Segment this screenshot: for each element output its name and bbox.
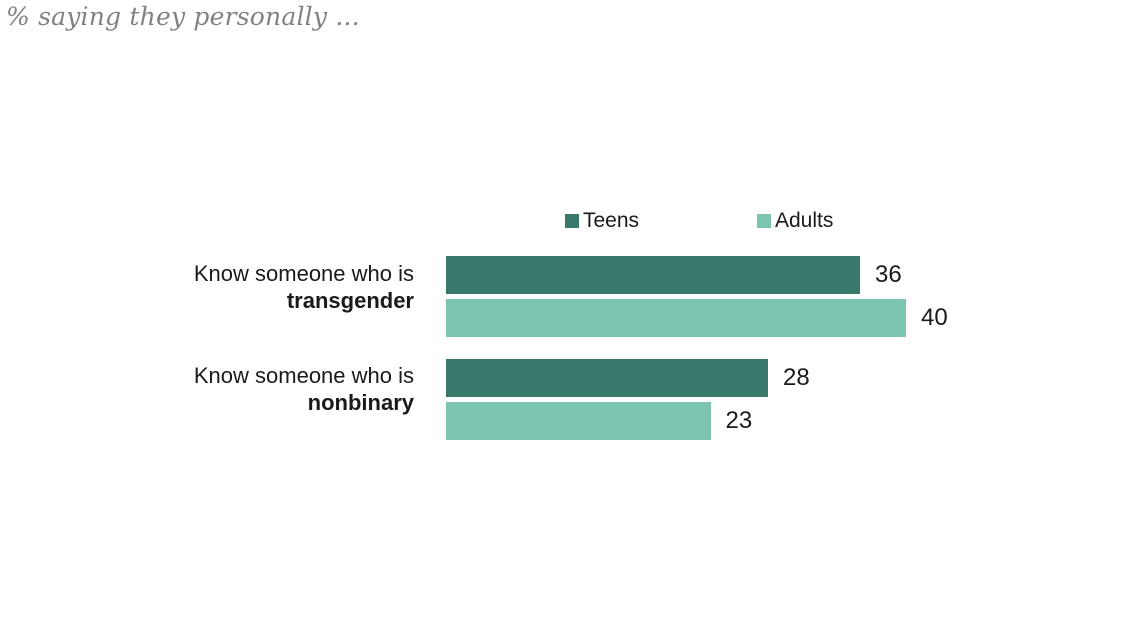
bar-teens-nonbinary bbox=[446, 359, 768, 397]
legend-swatch-teens-icon bbox=[565, 214, 579, 228]
category-label: Know someone who is nonbinary bbox=[150, 362, 414, 416]
value-label: 23 bbox=[725, 407, 753, 434]
value-label: 40 bbox=[921, 304, 948, 331]
bar-adults-transgender bbox=[446, 299, 906, 337]
legend-label-adults: Adults bbox=[775, 209, 834, 232]
value-label: 36 bbox=[875, 261, 902, 288]
legend-item-adults: Adults bbox=[757, 209, 834, 232]
category-label-prefix: Know someone who is bbox=[193, 363, 414, 388]
category-label-bold: transgender bbox=[286, 288, 414, 313]
bar-teens-transgender bbox=[446, 256, 860, 294]
legend-swatch-adults-icon bbox=[757, 214, 771, 228]
category-label: Know someone who is transgender bbox=[150, 260, 414, 314]
category-label-bold: nonbinary bbox=[307, 390, 414, 415]
legend-label-teens: Teens bbox=[583, 209, 640, 232]
chart-subtitle: % saying they personally ... bbox=[6, 2, 360, 31]
value-label: 28 bbox=[783, 364, 810, 391]
bar-adults-nonbinary bbox=[446, 402, 711, 440]
legend-item-teens: Teens bbox=[565, 209, 640, 232]
category-label-prefix: Know someone who is bbox=[193, 261, 414, 286]
